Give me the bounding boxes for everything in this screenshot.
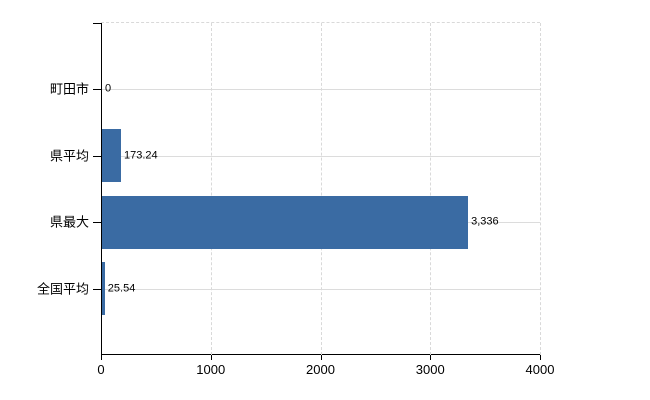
y-axis-tick xyxy=(93,288,101,290)
x-tick-label: 3000 xyxy=(415,362,445,377)
bar[interactable] xyxy=(102,195,469,249)
bar-value-label: 3,336 xyxy=(471,215,499,228)
bar-value-label: 0 xyxy=(105,82,112,95)
x-tick-label: 2000 xyxy=(306,362,335,377)
x-tick-label: 4000 xyxy=(525,362,555,377)
x-axis-tick xyxy=(540,355,541,360)
y-axis-tick xyxy=(93,155,101,157)
x-axis-tick xyxy=(430,355,432,360)
category-gridline xyxy=(102,155,540,157)
bar-value-label: 25.54 xyxy=(107,282,136,295)
category-label: 全国平均 xyxy=(36,281,89,297)
category-gridline xyxy=(102,89,540,91)
x-axis-tick xyxy=(320,355,322,360)
x-axis-tick xyxy=(210,355,212,360)
x-gridline xyxy=(540,23,541,355)
x-tick-label: 0 xyxy=(97,362,105,377)
plot-area: 0 1000 2000 3000 4000 町田市 0 県平均 173.24 県最大 3,336 全国… xyxy=(37,22,554,376)
x-gridline xyxy=(430,23,432,355)
bar[interactable] xyxy=(102,129,121,183)
y-axis-top-tick xyxy=(93,23,101,24)
x-tick-label: 1000 xyxy=(196,362,226,377)
y-axis-line xyxy=(101,23,102,355)
x-gridline xyxy=(320,23,322,355)
bar[interactable] xyxy=(102,262,105,316)
category-label: 町田市 xyxy=(49,81,89,97)
bar-value-label: 173.24 xyxy=(124,149,158,162)
x-gridline xyxy=(210,23,212,355)
x-axis-tick xyxy=(101,355,102,360)
y-axis-tick xyxy=(93,89,101,91)
category-label: 県平均 xyxy=(49,148,89,164)
category-label: 県最大 xyxy=(49,214,89,230)
category-gridline xyxy=(102,288,540,290)
y-axis-tick xyxy=(93,222,101,224)
